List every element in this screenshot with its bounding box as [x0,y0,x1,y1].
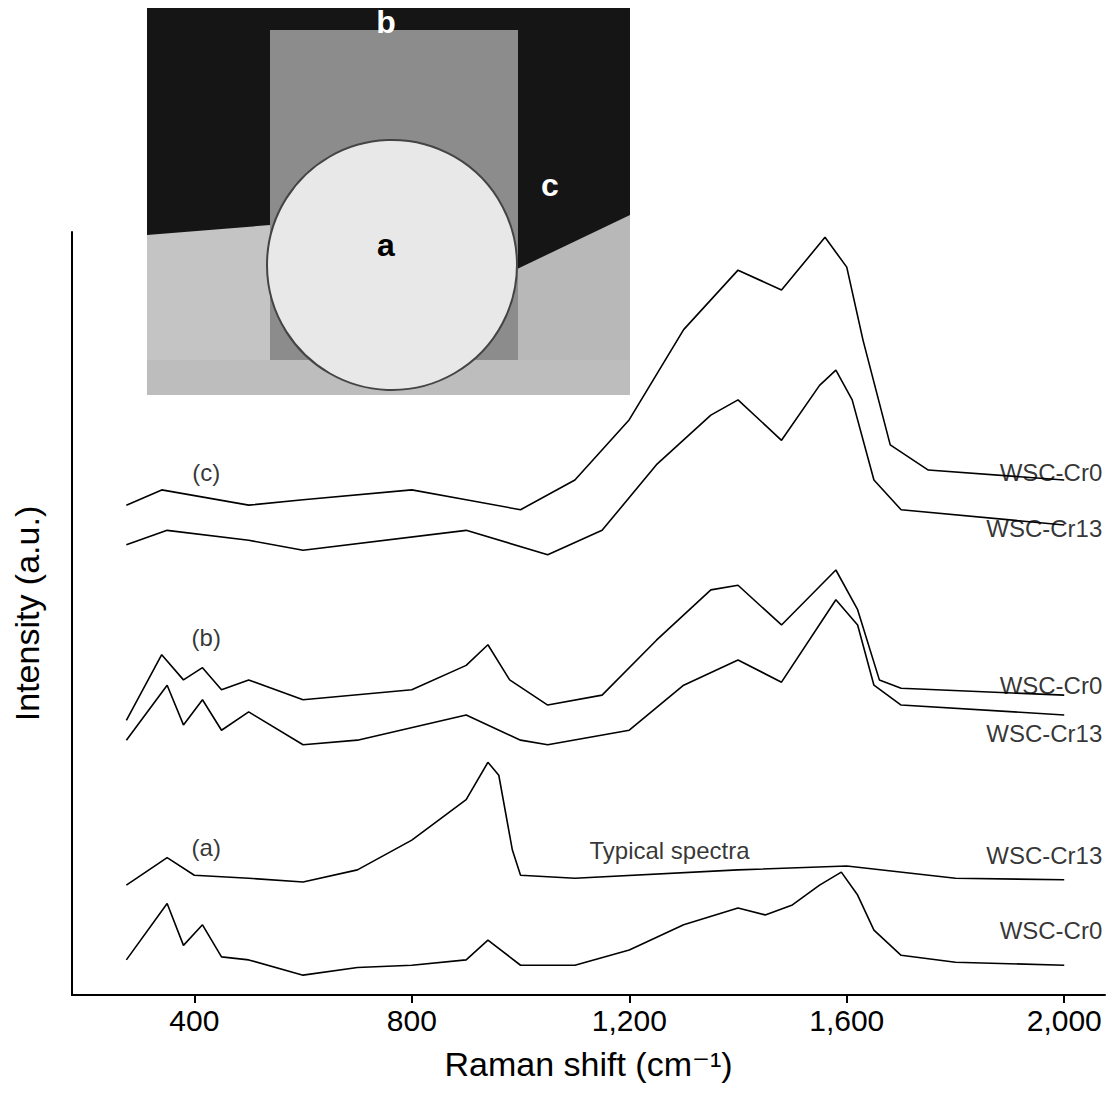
svg-text:WSC-Cr13: WSC-Cr13 [986,720,1102,747]
svg-text:WSC-Cr0: WSC-Cr0 [1000,917,1103,944]
svg-text:(c): (c) [192,459,220,486]
svg-text:1,600: 1,600 [809,1004,884,1037]
svg-text:b: b [376,4,396,40]
svg-text:Typical spectra: Typical spectra [589,837,750,864]
svg-text:a: a [377,227,395,263]
svg-text:WSC-Cr13: WSC-Cr13 [986,842,1102,869]
svg-text:(b): (b) [192,624,221,651]
svg-text:400: 400 [169,1004,219,1037]
svg-text:WSC-Cr0: WSC-Cr0 [1000,459,1103,486]
svg-text:Raman shift (cm⁻¹): Raman shift (cm⁻¹) [444,1045,732,1083]
svg-text:(a): (a) [192,834,221,861]
svg-text:Intensity (a.u.): Intensity (a.u.) [8,506,46,721]
svg-text:800: 800 [387,1004,437,1037]
svg-text:WSC-Cr0: WSC-Cr0 [1000,672,1103,699]
svg-text:c: c [541,167,559,203]
svg-text:WSC-Cr13: WSC-Cr13 [986,515,1102,542]
svg-text:2,000: 2,000 [1027,1004,1102,1037]
svg-text:1,200: 1,200 [592,1004,667,1037]
